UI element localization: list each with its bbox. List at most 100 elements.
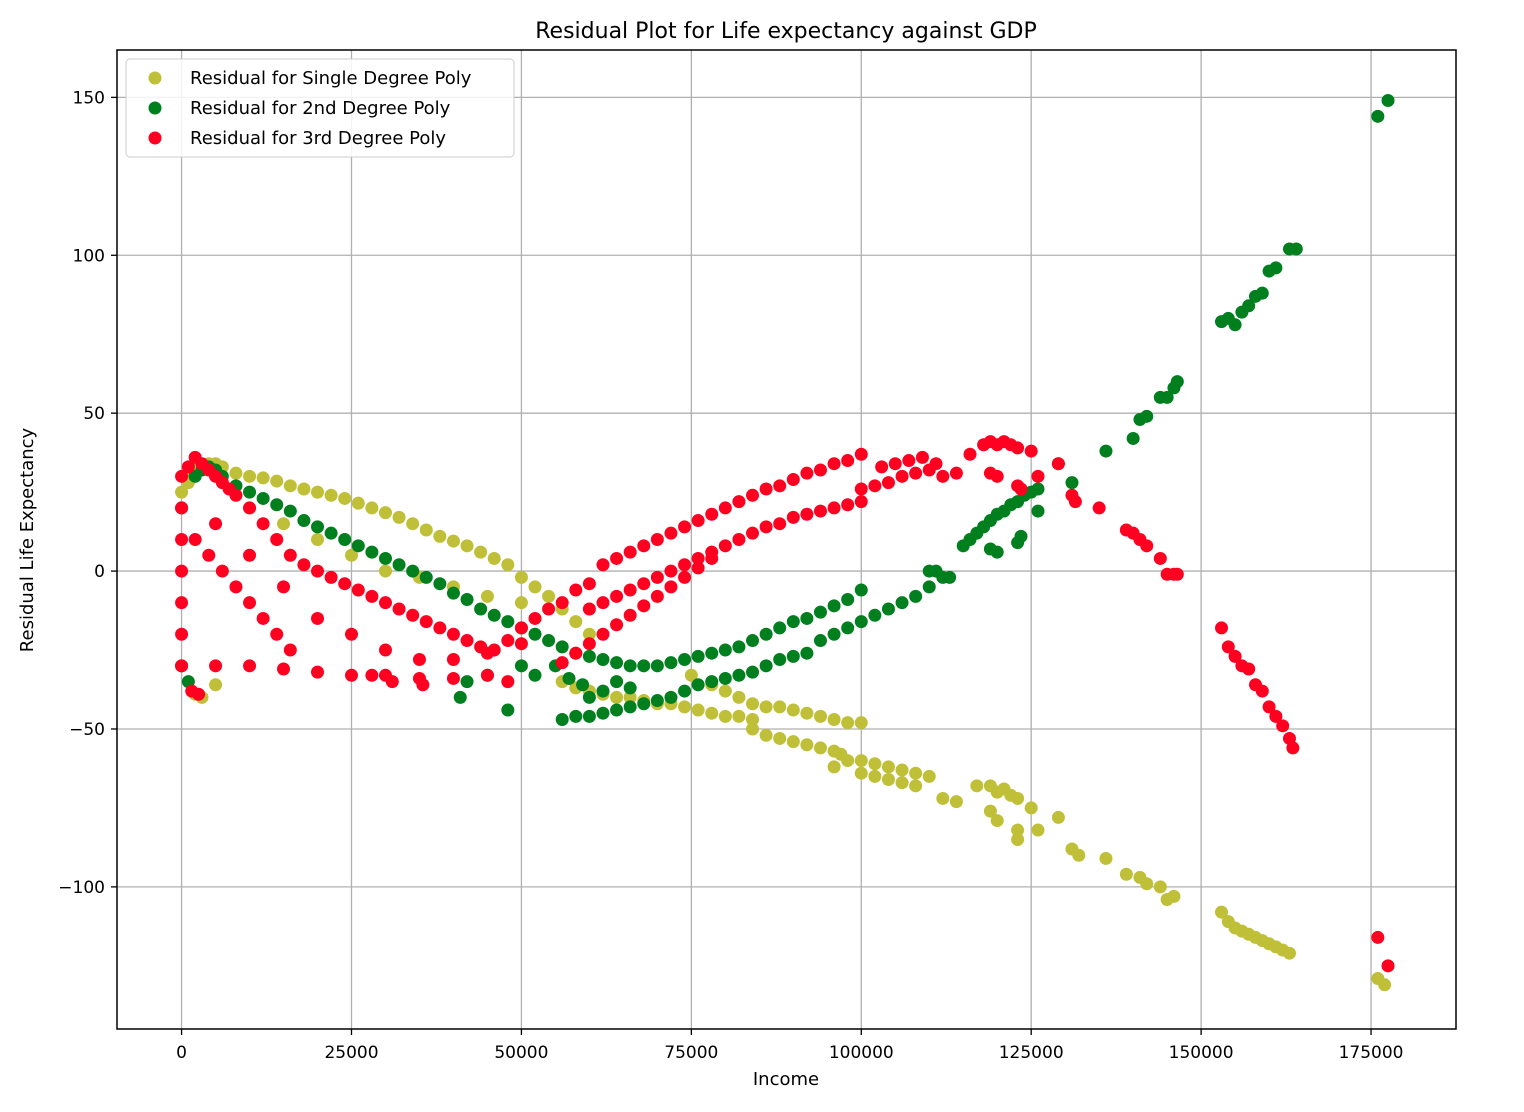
data-point — [480, 668, 494, 682]
data-point — [419, 615, 433, 629]
data-point — [650, 570, 664, 584]
data-point — [691, 678, 705, 692]
data-point — [514, 637, 528, 651]
data-point — [1381, 94, 1395, 108]
data-point — [610, 690, 624, 704]
data-point — [854, 716, 868, 730]
data-point — [311, 665, 325, 679]
data-point — [344, 668, 358, 682]
data-point — [297, 514, 311, 528]
data-point — [746, 526, 760, 540]
data-point — [678, 653, 692, 667]
data-point — [732, 640, 746, 654]
y-axis-label: Residual Life Expectancy — [17, 427, 38, 652]
data-point — [759, 659, 773, 673]
data-point — [732, 709, 746, 723]
data-point — [1215, 621, 1229, 635]
data-point — [746, 697, 760, 711]
data-point — [678, 570, 692, 584]
data-point — [875, 460, 889, 474]
data-point — [256, 517, 270, 531]
data-point — [1371, 930, 1385, 944]
data-point — [555, 713, 569, 727]
data-point — [209, 678, 223, 692]
data-point — [175, 659, 189, 673]
data-point — [637, 659, 651, 673]
data-point — [1024, 444, 1038, 458]
data-point — [365, 545, 379, 559]
data-point — [1282, 946, 1296, 960]
x-tick-label: 25000 — [324, 1043, 378, 1063]
chart-title: Residual Plot for Life expectancy agains… — [535, 19, 1037, 44]
data-point — [705, 646, 719, 660]
data-point — [1286, 741, 1300, 755]
data-point — [827, 627, 841, 641]
data-point — [909, 779, 923, 793]
data-point — [1255, 684, 1269, 698]
data-point — [868, 608, 882, 622]
data-point — [324, 526, 338, 540]
data-point — [773, 517, 787, 531]
data-point — [1242, 299, 1256, 313]
data-point — [406, 608, 420, 622]
data-point — [582, 627, 596, 641]
data-point — [800, 646, 814, 660]
data-point — [365, 589, 379, 603]
data-point — [378, 551, 392, 565]
data-point — [841, 593, 855, 607]
data-point — [827, 713, 841, 727]
data-point — [800, 706, 814, 720]
series-3 — [175, 435, 1395, 973]
data-point — [569, 583, 583, 597]
data-point — [344, 627, 358, 641]
data-point — [949, 795, 963, 809]
data-point — [406, 564, 420, 578]
scatter-series-group — [175, 94, 1395, 992]
data-point — [215, 564, 229, 578]
data-point — [582, 690, 596, 704]
data-point — [1099, 851, 1113, 865]
data-point — [623, 545, 637, 559]
data-point — [514, 621, 528, 635]
data-point — [175, 485, 189, 499]
data-point — [582, 577, 596, 591]
data-point — [1140, 539, 1154, 553]
data-point — [1031, 823, 1045, 837]
data-point — [378, 506, 392, 520]
data-point — [990, 814, 1004, 828]
data-point — [542, 589, 556, 603]
data-point — [650, 694, 664, 708]
data-point — [501, 703, 515, 717]
data-point — [175, 501, 189, 515]
data-point — [854, 766, 868, 780]
data-point — [501, 675, 515, 689]
data-point — [175, 469, 189, 483]
data-point — [650, 589, 664, 603]
data-point — [1167, 889, 1181, 903]
data-point — [1160, 390, 1174, 404]
data-point — [929, 564, 943, 578]
x-tick-label: 150000 — [1169, 1043, 1234, 1063]
data-point — [1242, 662, 1256, 676]
data-point — [501, 615, 515, 629]
data-point — [637, 697, 651, 711]
data-point — [623, 700, 637, 714]
data-point — [610, 675, 624, 689]
data-point — [813, 605, 827, 619]
data-point — [1011, 791, 1025, 805]
data-point — [827, 501, 841, 515]
data-point — [501, 634, 515, 648]
data-point — [786, 735, 800, 749]
data-point — [759, 482, 773, 496]
data-point — [678, 520, 692, 534]
data-point — [446, 586, 460, 600]
data-point — [854, 754, 868, 768]
data-point — [718, 501, 732, 515]
data-point — [746, 665, 760, 679]
y-tick-label: 100 — [73, 246, 105, 266]
data-point — [596, 653, 610, 667]
data-point — [569, 615, 583, 629]
data-point — [854, 615, 868, 629]
data-point — [270, 533, 284, 546]
data-point — [311, 564, 325, 578]
